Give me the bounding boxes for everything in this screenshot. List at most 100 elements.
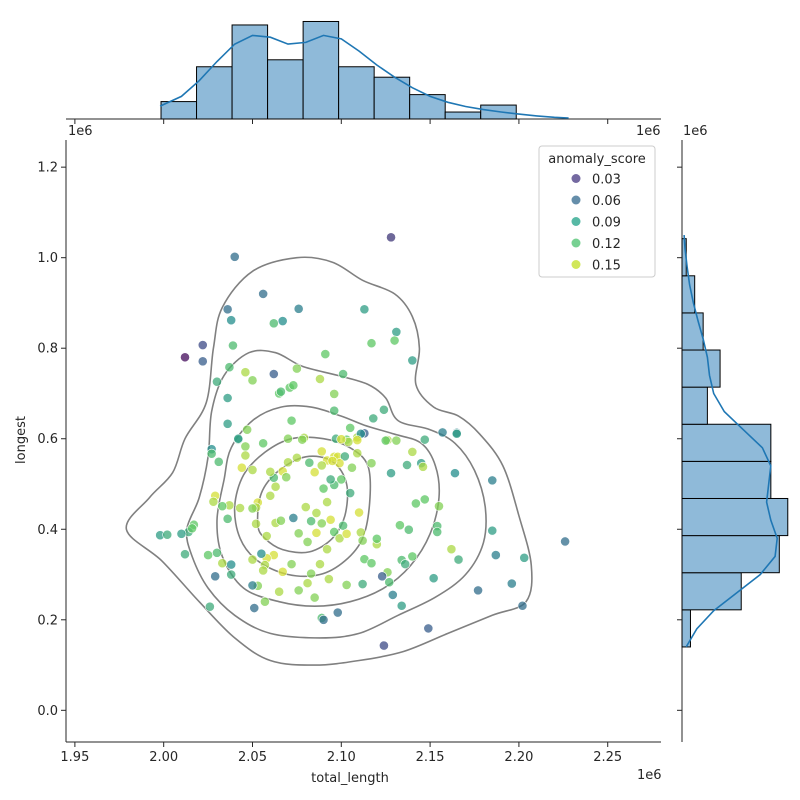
- marginal-y-bar: [681, 349, 721, 388]
- scatter-point: [368, 413, 379, 424]
- scatter-point: [222, 304, 233, 315]
- scatter-point: [309, 592, 320, 603]
- scatter-point: [309, 467, 320, 478]
- scatter-point: [329, 527, 340, 537]
- legend-label: 0.06: [592, 194, 621, 209]
- scatter-point: [325, 474, 336, 485]
- scatter-point: [352, 435, 363, 445]
- marginal-x-bar: [338, 66, 375, 120]
- x-axis-offset-label: 1e6: [637, 768, 662, 783]
- scatter-point: [359, 304, 370, 315]
- scatter-point: [233, 433, 244, 444]
- scatter-point: [315, 374, 325, 384]
- kde-contour-line: [185, 349, 487, 639]
- scatter-point: [210, 571, 221, 582]
- scatter-point: [229, 251, 240, 262]
- scatter-point: [380, 435, 391, 446]
- legend-marker: [571, 174, 581, 183]
- x-ticks: 1.95 2.00 2.05 2.10 2.15 2.20 2.25: [60, 742, 622, 765]
- marginal-x-bar: [231, 24, 269, 120]
- scatter-point: [446, 544, 457, 555]
- scatter-point: [379, 404, 389, 415]
- scatter-point: [506, 578, 517, 589]
- scatter-point: [384, 577, 395, 588]
- scatter-point: [341, 580, 352, 590]
- marginal-y-bar: [681, 386, 708, 425]
- y-tick-label: 1.0: [37, 251, 58, 266]
- scatter-point: [212, 547, 222, 558]
- scatter-point: [306, 568, 317, 579]
- scatter-point: [187, 523, 198, 534]
- scatter-point: [473, 585, 483, 596]
- marginal-x-offset-right: 1e6: [636, 124, 661, 139]
- scatter-point: [217, 501, 228, 512]
- scatter-point: [322, 544, 332, 555]
- y-tick-label: 0.8: [37, 342, 58, 357]
- scatter-point: [332, 607, 343, 618]
- marginal-y-kde-line: [683, 235, 779, 648]
- marginal-y-bar: [681, 535, 780, 574]
- scatter-point: [293, 528, 304, 539]
- scatter-point: [316, 446, 327, 457]
- legend: anomaly_score 0.03 0.06 0.09 0.12 0.15: [538, 145, 656, 278]
- legend-marker: [571, 238, 581, 248]
- scatter-point: [377, 571, 388, 582]
- marginal-x-bar: [373, 76, 411, 120]
- scatter-point: [203, 550, 213, 560]
- scatter-point: [240, 367, 251, 378]
- y-axis-label: longest: [14, 416, 29, 464]
- scatter-point: [180, 549, 190, 560]
- scatter-point: [357, 579, 368, 589]
- legend-title: anomaly_score: [548, 152, 646, 167]
- scatter-point: [402, 460, 412, 470]
- marginal-x-histogram: [66, 20, 661, 124]
- scatter-point: [249, 603, 260, 613]
- scatter-point: [277, 566, 288, 577]
- scatter-point: [432, 527, 443, 537]
- scatter-point: [357, 535, 368, 546]
- scatter-point: [318, 483, 329, 494]
- scatter-point: [270, 481, 281, 492]
- scatter-point: [293, 585, 304, 596]
- scatter-point: [320, 349, 331, 359]
- scatter-point: [281, 472, 292, 483]
- scatter-point: [162, 529, 173, 540]
- scatter-point: [355, 527, 366, 538]
- scatter-point: [180, 352, 190, 363]
- scatter-point: [437, 427, 448, 438]
- legend-label: 0.09: [592, 216, 621, 231]
- scatter-point: [288, 380, 299, 391]
- scatter-point: [352, 448, 363, 459]
- scatter-point: [256, 548, 267, 559]
- scatter-point: [265, 466, 276, 477]
- legend-entries: 0.03 0.06 0.09 0.12 0.15: [571, 173, 621, 274]
- scatter-point: [347, 462, 357, 473]
- scatter-point: [242, 424, 253, 435]
- scatter-point: [339, 451, 350, 462]
- scatter-point: [277, 316, 288, 326]
- scatter-point: [318, 614, 329, 625]
- y-tick-label: 0.0: [37, 704, 58, 719]
- scatter-point: [304, 457, 315, 468]
- scatter-point: [247, 554, 258, 565]
- scatter-point: [450, 468, 460, 479]
- marginal-y-bar: [681, 497, 789, 537]
- scatter-point: [286, 415, 297, 426]
- scatter-point: [261, 531, 272, 541]
- scatter-point: [226, 569, 237, 580]
- scatter-point: [407, 551, 418, 562]
- x-tick-label: 2.15: [416, 750, 445, 765]
- scatter-point: [258, 438, 269, 449]
- scatter-point: [300, 502, 311, 512]
- scatter-point: [519, 552, 530, 563]
- scatter-point: [366, 558, 377, 569]
- x-tick-label: 2.20: [504, 750, 533, 765]
- legend-label: 0.12: [592, 237, 621, 252]
- marginal-x-kde-line: [159, 34, 569, 119]
- scatter-point: [226, 559, 237, 570]
- kde-contour-line: [125, 256, 533, 666]
- scatter-point: [197, 356, 208, 367]
- y-ticks: 0.0 0.2 0.4 0.6 0.8 1.0 1.2: [37, 161, 66, 719]
- marginal-y-bar: [681, 312, 704, 351]
